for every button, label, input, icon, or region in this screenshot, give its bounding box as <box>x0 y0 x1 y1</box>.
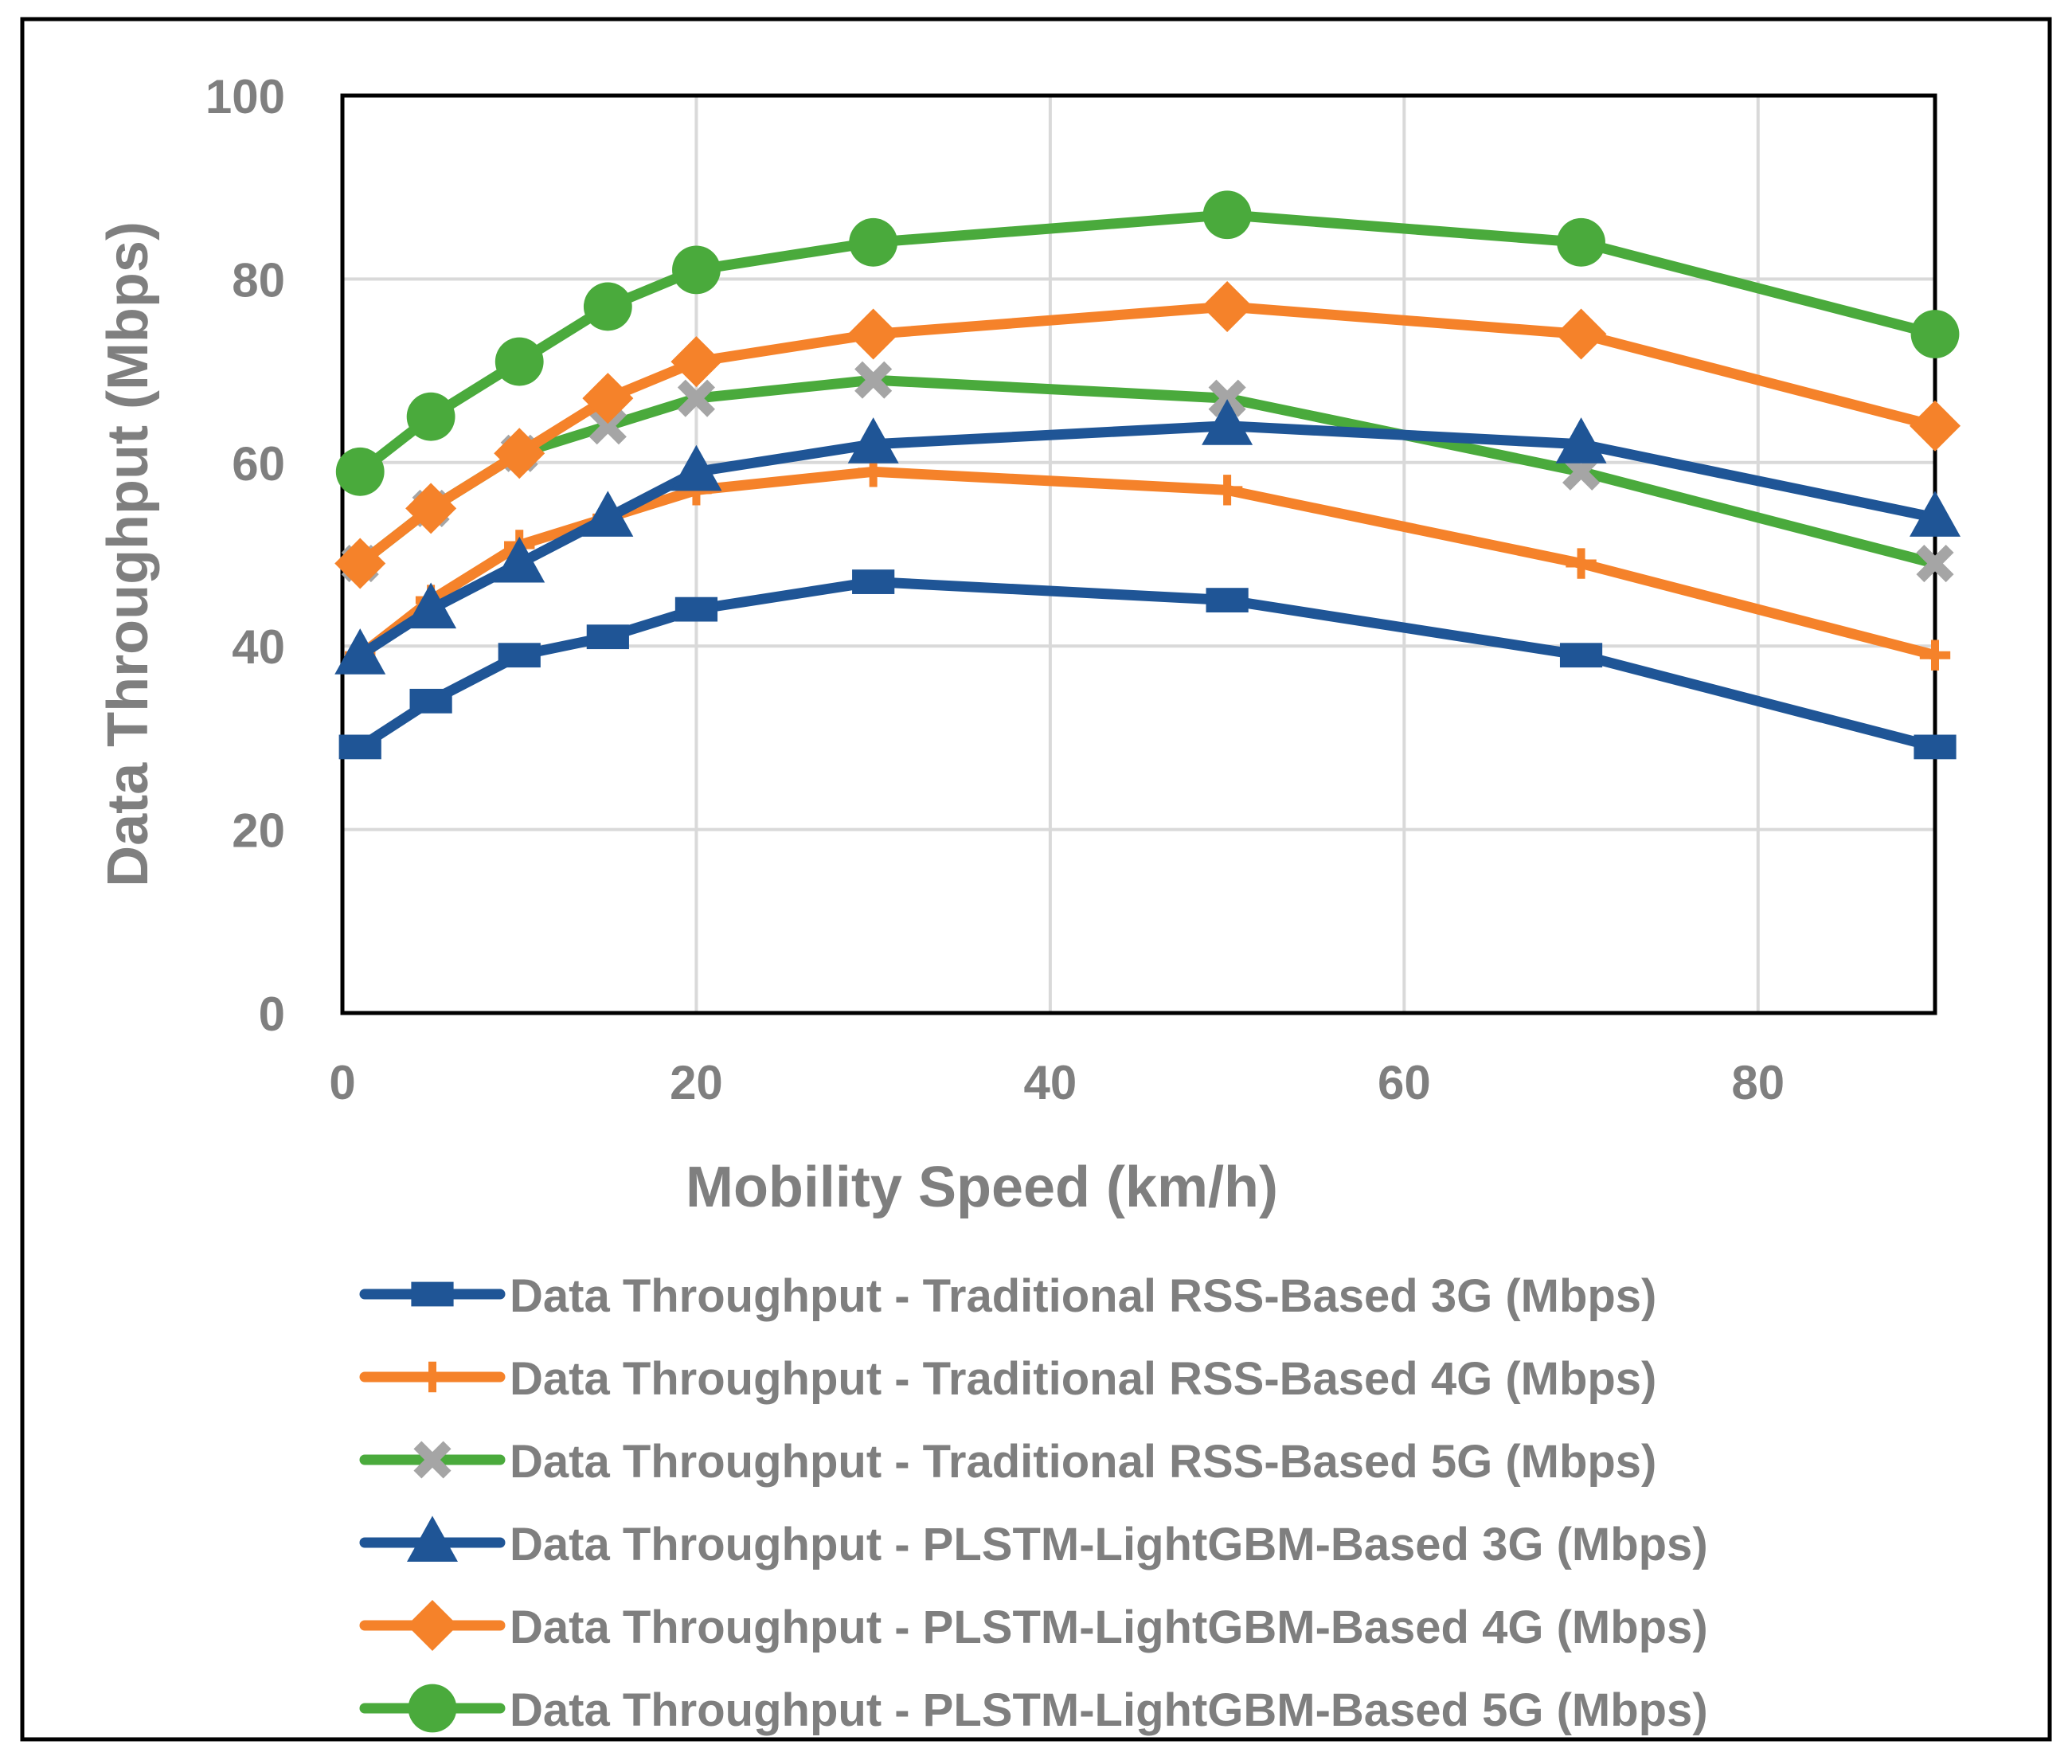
legend-entry: Data Throughput - PLSTM-LightGBM-Based 3… <box>359 1516 1708 1570</box>
series-5-point <box>582 373 634 424</box>
series-3-point <box>854 361 893 399</box>
series-6-point <box>849 217 898 267</box>
series-6-point <box>1557 217 1605 267</box>
series-3-point <box>588 407 627 445</box>
legend-marker-swatch <box>407 1600 458 1651</box>
y-tick-label: 20 <box>232 804 285 858</box>
series-6-point <box>672 245 721 295</box>
series-4-point <box>1555 417 1607 463</box>
y-tick-label: 0 <box>259 988 285 1041</box>
series-4-point <box>494 536 545 583</box>
series-6-point <box>335 447 385 496</box>
series-1-point <box>1559 643 1603 668</box>
plot-area-border <box>340 93 1937 1015</box>
y-axis-title: Data Throughput (Mbps) <box>96 221 160 887</box>
series-1-point <box>498 643 541 668</box>
series-5-point <box>670 336 722 388</box>
legend-entry: Data Throughput - Traditional RSS-Based … <box>359 1436 1656 1488</box>
legend-marker-swatch <box>408 1684 457 1733</box>
series-2-point <box>1919 639 1951 671</box>
tick-labels: 0 20 40 60 80 100 0 20 40 60 80 <box>205 70 1785 1109</box>
outer-frame <box>20 17 2052 1742</box>
series-5-point <box>334 538 386 589</box>
series-5-point <box>494 428 545 479</box>
series-6-point <box>1910 310 1960 358</box>
series-6-point <box>1202 190 1252 240</box>
series-4-point <box>582 491 634 537</box>
legend-label: Data Throughput - PLSTM-LightGBM-Based 3… <box>510 1519 1708 1570</box>
legend-entry: Data Throughput - PLSTM-LightGBM-Based 4… <box>359 1600 1708 1653</box>
series-4-point <box>405 582 457 629</box>
series-4-point <box>670 444 722 491</box>
legend-label: Data Throughput - Traditional RSS-Based … <box>510 1270 1656 1322</box>
series-4-point <box>1202 399 1253 445</box>
series-1-point <box>1206 588 1249 612</box>
series-5-point <box>1202 280 1253 332</box>
series-4-point <box>847 417 899 463</box>
series-6-point <box>583 282 632 331</box>
legend-label: Data Throughput - PLSTM-LightGBM-Based 4… <box>510 1602 1708 1653</box>
series-1-point <box>586 624 629 650</box>
series-6-point <box>406 392 455 441</box>
legend-marker-swatch <box>411 1281 454 1307</box>
legend-marker-swatch <box>416 1361 448 1393</box>
series-group <box>334 190 1961 760</box>
x-axis-title: Mobility Speed (km/h) <box>686 1156 1278 1219</box>
series-5-point <box>1555 308 1607 360</box>
x-tick-label: 0 <box>329 1056 355 1109</box>
x-tick-label: 60 <box>1378 1056 1431 1109</box>
series-3-point <box>677 379 715 417</box>
series-5 <box>334 280 1961 589</box>
series-4-point <box>334 628 386 675</box>
legend: Data Throughput - Traditional RSS-Based … <box>359 1270 1708 1736</box>
y-tick-label: 80 <box>232 253 285 307</box>
series-4-point <box>1910 491 1961 537</box>
series-4 <box>334 399 1961 675</box>
y-tick-label: 100 <box>205 70 285 123</box>
series-1-point <box>338 734 381 760</box>
legend-entry: Data Throughput - Traditional RSS-Based … <box>359 1353 1656 1405</box>
series-2-point <box>1211 475 1243 506</box>
x-tick-label: 80 <box>1731 1056 1785 1109</box>
series-2-point <box>1566 548 1597 579</box>
series-5-point <box>847 308 899 360</box>
series-3-point <box>1208 379 1246 417</box>
series-6 <box>335 190 1960 496</box>
series-1-point <box>852 569 895 594</box>
series-1 <box>338 569 1957 760</box>
series-5-point <box>405 483 457 534</box>
y-tick-label: 60 <box>232 437 285 491</box>
series-1-point <box>409 688 452 714</box>
series-3-point <box>1916 544 1954 583</box>
x-tick-label: 20 <box>670 1056 723 1109</box>
legend-marker-swatch <box>407 1516 458 1562</box>
legend-entry: Data Throughput - PLSTM-LightGBM-Based 5… <box>359 1684 1708 1736</box>
series-1-point <box>1914 734 1957 760</box>
legend-label: Data Throughput - Traditional RSS-Based … <box>510 1353 1656 1405</box>
x-tick-label: 40 <box>1024 1056 1077 1109</box>
series-5-point <box>1910 400 1961 452</box>
legend-marker-swatch <box>413 1441 452 1479</box>
y-tick-label: 40 <box>232 620 285 674</box>
legend-entry: Data Throughput - Traditional RSS-Based … <box>359 1270 1656 1322</box>
series-1-point <box>674 596 718 622</box>
legend-label: Data Throughput - Traditional RSS-Based … <box>510 1436 1656 1488</box>
legend-label: Data Throughput - PLSTM-LightGBM-Based 5… <box>510 1684 1708 1736</box>
series-6-point <box>495 337 544 386</box>
